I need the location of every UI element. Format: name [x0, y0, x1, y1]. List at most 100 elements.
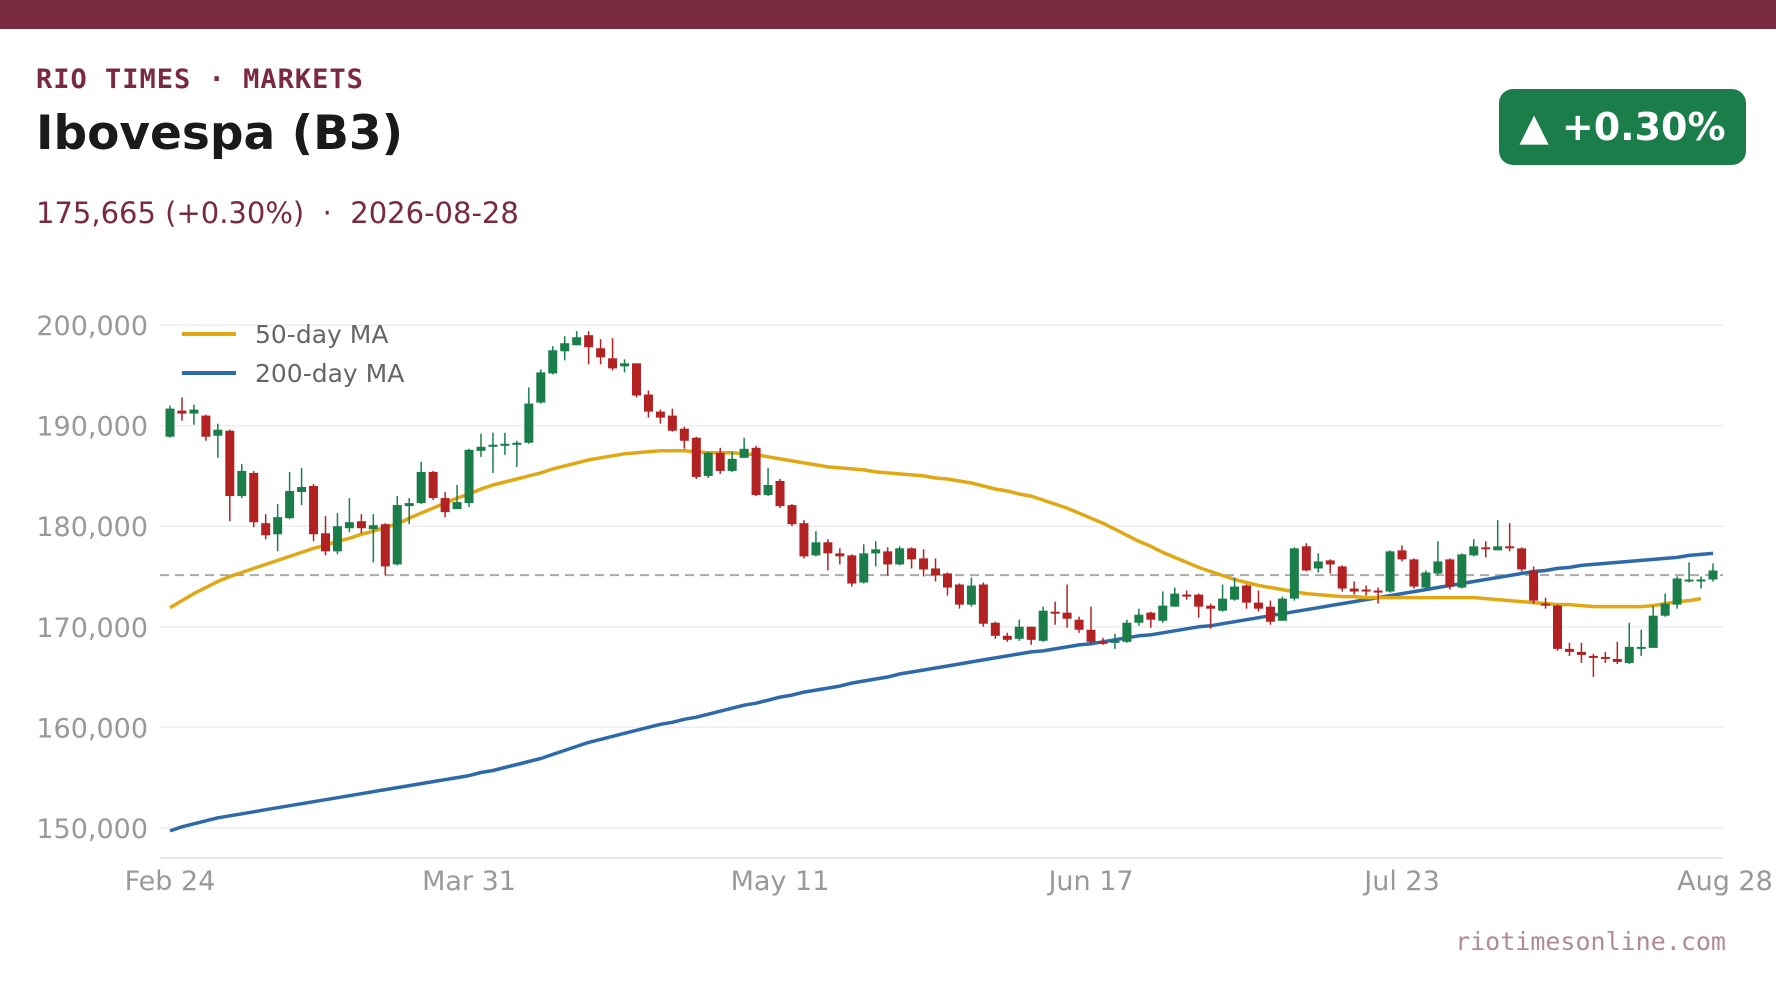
candle-body — [1576, 651, 1586, 655]
candle — [273, 504, 283, 552]
candle-body — [1505, 546, 1515, 549]
candle-body — [1062, 612, 1072, 619]
candle-body — [1253, 602, 1263, 609]
candle-body — [500, 443, 510, 446]
publication-kicker: RIO TIMES · MARKETS — [36, 64, 364, 95]
candle — [895, 546, 905, 566]
candle — [1026, 626, 1036, 645]
candle — [1469, 539, 1479, 557]
candle — [1074, 616, 1084, 633]
candle-body — [763, 484, 773, 496]
candle-body — [1182, 594, 1192, 597]
candle — [476, 433, 486, 457]
candle — [1230, 577, 1240, 601]
candle-body — [1026, 626, 1036, 640]
candle — [392, 496, 402, 566]
candle-body — [1397, 550, 1407, 560]
candle-body — [225, 430, 235, 497]
candle-body — [1050, 611, 1060, 614]
candle — [344, 498, 354, 533]
candle — [201, 414, 211, 441]
candle-body — [512, 442, 522, 445]
candle — [978, 582, 988, 627]
candle — [1194, 593, 1204, 618]
candle-body — [1672, 578, 1682, 605]
candle — [512, 440, 522, 467]
candle — [1397, 545, 1407, 562]
candle-body — [572, 337, 582, 346]
candle-body — [1660, 603, 1670, 616]
candle-body — [691, 437, 701, 477]
candle-body — [799, 523, 809, 557]
chart-legend: 50-day MA 200-day MA — [182, 320, 404, 388]
candle-body — [1038, 610, 1048, 641]
candle — [177, 397, 187, 421]
candle-body — [189, 409, 199, 414]
candle-body — [1564, 648, 1574, 652]
candle — [643, 390, 653, 418]
candle — [1158, 591, 1168, 623]
candle — [380, 523, 390, 576]
candle — [1122, 619, 1132, 643]
candle — [954, 583, 964, 609]
candle-body — [715, 452, 725, 471]
candle-body — [823, 542, 833, 554]
candle — [1505, 523, 1515, 552]
candle — [1493, 520, 1503, 551]
candle-body — [1194, 594, 1204, 607]
candle-body — [739, 448, 749, 458]
candle — [655, 409, 665, 424]
candle — [1182, 590, 1192, 600]
candle-body — [201, 415, 211, 437]
candle — [1098, 637, 1108, 645]
candle-body — [907, 548, 917, 560]
candle-body — [464, 449, 474, 504]
candle — [1481, 541, 1491, 558]
candle — [404, 498, 414, 525]
candle-body — [1433, 561, 1443, 574]
candle-body — [1445, 559, 1455, 587]
source-footer: riotimesonline.com — [1455, 927, 1726, 956]
ma200-layer — [169, 551, 1714, 833]
candle-body — [1218, 598, 1228, 611]
candle — [691, 436, 701, 479]
candle-body — [1588, 655, 1598, 658]
candle-body — [1517, 548, 1527, 570]
candle — [285, 471, 295, 520]
candle — [1588, 653, 1598, 678]
candle — [823, 539, 833, 571]
candle — [356, 514, 366, 534]
candle-body — [356, 521, 366, 529]
candle-body — [428, 471, 438, 499]
candle-body — [1098, 641, 1108, 644]
candle-body — [1301, 546, 1311, 571]
candle-body — [1481, 547, 1491, 550]
candle — [608, 338, 618, 371]
candle-body — [476, 446, 486, 451]
page-title: Ibovespa (B3) — [36, 106, 404, 161]
price-subtitle: 175,665 (+0.30%) · 2026-08-28 — [36, 196, 519, 230]
candle-body — [488, 444, 498, 447]
y-tick-label: 150,000 — [36, 814, 148, 845]
candle — [488, 432, 498, 473]
candle — [368, 514, 378, 563]
candle-body — [775, 480, 785, 507]
candle-body — [931, 568, 941, 576]
candle-body — [1385, 551, 1395, 592]
candle — [1564, 642, 1574, 656]
candle — [1361, 585, 1371, 596]
candle — [1218, 584, 1228, 612]
candle-body — [859, 553, 869, 583]
candle-body — [1325, 560, 1335, 565]
y-tick-label: 160,000 — [36, 713, 148, 744]
candle-body — [942, 573, 952, 588]
candle-body — [655, 411, 665, 418]
candle — [1038, 606, 1048, 642]
candle-body — [584, 335, 594, 348]
candle — [1265, 600, 1275, 625]
candle — [165, 405, 175, 438]
candle — [1708, 563, 1718, 582]
candle-body — [332, 526, 342, 552]
x-tick-label: Jul 23 — [1362, 866, 1440, 897]
candle — [1253, 590, 1263, 612]
